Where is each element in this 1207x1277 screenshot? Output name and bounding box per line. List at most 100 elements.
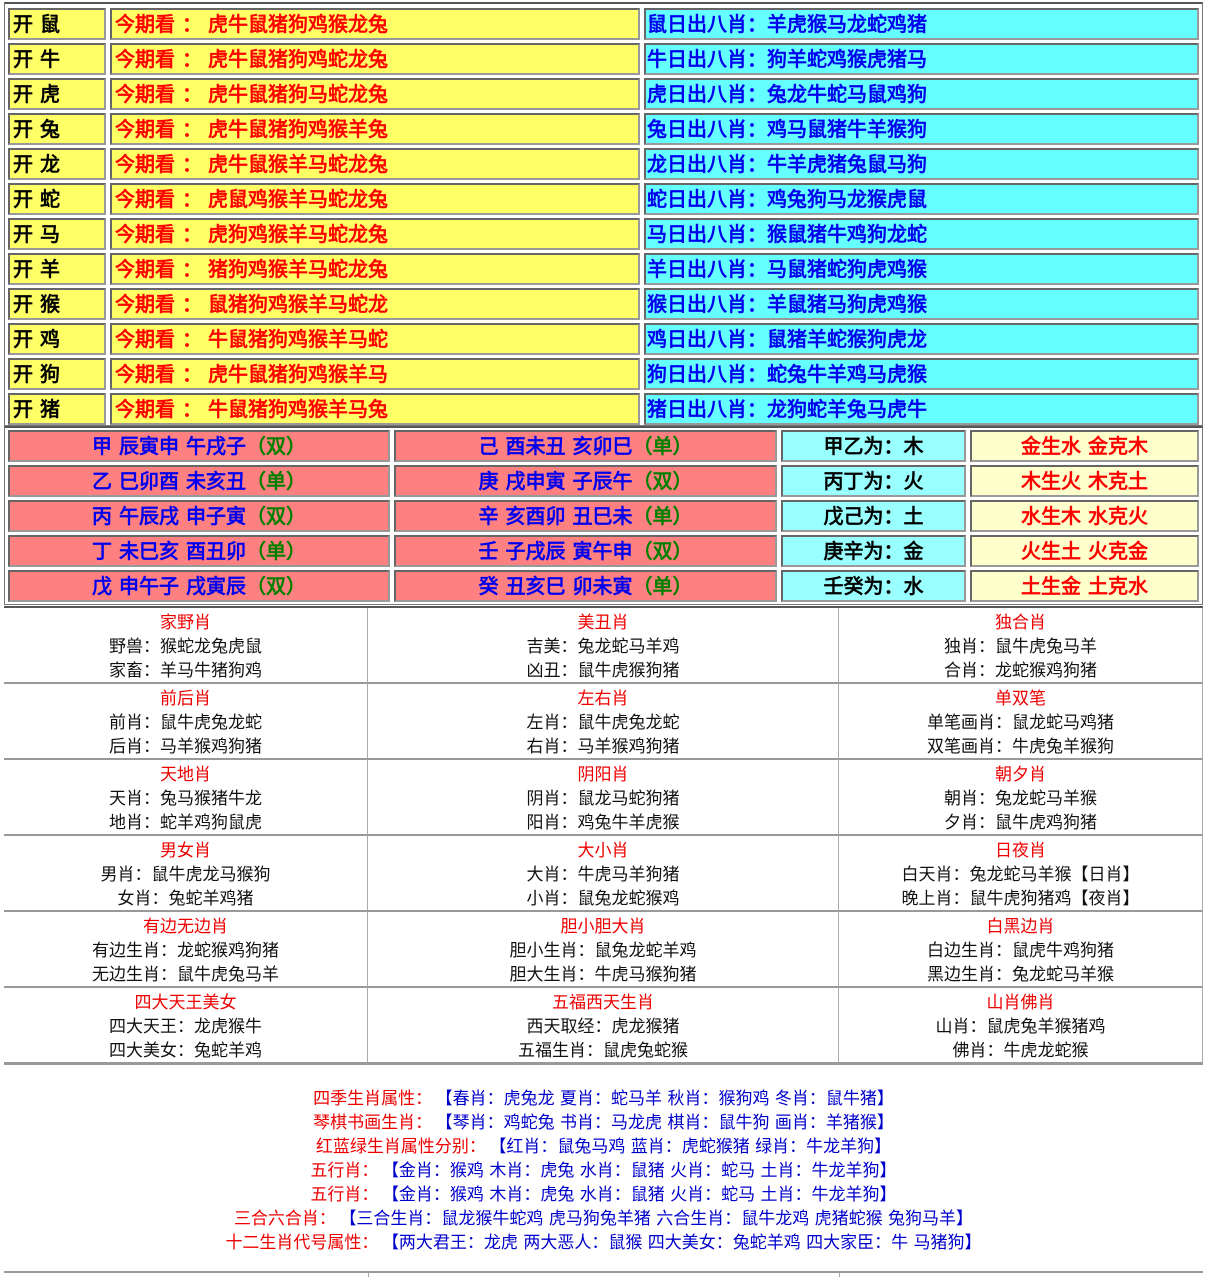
day-eight-cell: 狗日出八肖：蛇兔牛羊鸡马虎猴 (644, 358, 1199, 390)
stem-branch-text: 丁 未巳亥 酉丑卯 (92, 539, 246, 563)
stem-row: 丙 午辰戌 申子寅（双）辛 亥酉卯 丑巳未（单） 戊己为：土 水生木 水克火 (8, 500, 1199, 532)
picks-cell: 今期看 ：牛鼠猪狗鸡猴羊马兔 (110, 393, 640, 425)
kai-row: 开 兔今期看 ：虎牛鼠猪狗鸡猴羊兔 兔日出八肖：鸡马鼠猪牛羊猴狗 (8, 113, 1199, 145)
group-line: 天肖：兔马猴猪牛龙 (109, 789, 262, 809)
kai-row: 开 牛今期看 ：虎牛鼠猪狗鸡蛇龙兔 牛日出八肖：狗羊蛇鸡猴虎猪马 (8, 43, 1199, 75)
attribute-line: 红蓝绿生肖属性分别： 【红肖：鼠兔马鸡 蓝肖：虎蛇猴猪 绿肖：牛龙羊狗】 (4, 1135, 1203, 1159)
attribute-key: 十二生肖代号属性： (225, 1233, 379, 1253)
group-cell: 五福西天生肖 西天取经：虎龙猴猪 五福生肖：鼠虎兔蛇猴 (368, 988, 839, 1064)
parity-tag: （双） (245, 434, 306, 458)
kai-row: 开 猴今期看 ：鼠猪狗鸡猴羊马蛇龙 猴日出八肖：羊鼠猪马狗虎鸡猴 (8, 288, 1199, 320)
generation-cell: 火生土 火克金 (970, 535, 1199, 567)
element-cell: 庚辛为：金 (781, 535, 966, 567)
group-title: 有边无边肖 (143, 917, 228, 937)
parity-tag: （双） (632, 539, 693, 563)
picks-value: 虎牛鼠猪狗鸡蛇龙兔 (207, 47, 388, 71)
picks-value: 虎牛鼠猪狗鸡猴羊兔 (207, 117, 388, 141)
group-line: 后肖：马羊猴鸡狗猪 (109, 737, 262, 757)
picks-prefix: 今期看 ： (115, 152, 202, 176)
picks-prefix: 今期看 ： (115, 362, 202, 386)
group-line: 阳肖：鸡兔牛羊虎猴 (526, 813, 680, 833)
group-line: 家畜：羊马牛猪狗鸡 (109, 661, 262, 681)
group-line: 阴肖：鼠龙马蛇狗猪 (526, 789, 680, 809)
group-line: 吉美：兔龙蛇马羊鸡 (526, 637, 680, 657)
day-eight-cell: 蛇日出八肖：鸡兔狗马龙猴虎鼠 (644, 183, 1199, 215)
group-cell: 胆小胆大肖 胆小生肖：鼠兔龙蛇羊鸡 胆大生肖：牛虎马猴狗猪 (368, 912, 839, 988)
attribute-line: 三合六合肖： 【三合生肖：鼠龙猴牛蛇鸡 虎马狗兔羊猪 六合生肖：鼠牛龙鸡 虎猪蛇猴… (4, 1207, 1203, 1231)
open-zodiac-cell: 开 虎 (8, 78, 106, 110)
stem-branch-cell: 癸 丑亥巳 卯未寅（单） (394, 570, 777, 602)
group-line: 五福生肖：鼠虎兔蛇猴 (518, 1041, 688, 1061)
group-title: 四大天王美女 (134, 993, 237, 1013)
kai-row: 开 羊今期看 ：猪狗鸡猴羊马蛇龙兔 羊日出八肖：马鼠猪蛇狗虎鸡猴 (8, 253, 1199, 285)
picks-prefix: 今期看 ： (115, 222, 202, 246)
group-line: 双笔画肖：牛虎兔羊猴狗 (927, 737, 1114, 757)
parity-tag: （单） (632, 574, 693, 598)
day-eight-cell: 牛日出八肖：狗羊蛇鸡猴虎猪马 (644, 43, 1199, 75)
group-cell: 天地肖 天肖：兔马猴猪牛龙 地肖：蛇羊鸡狗鼠虎 (4, 760, 368, 836)
stem-branch-text: 庚 戌申寅 子辰午 (478, 469, 633, 493)
picks-cell: 今期看 ：虎牛鼠猪狗马蛇龙兔 (110, 78, 640, 110)
open-zodiac-cell: 开 蛇 (8, 183, 106, 215)
group-line: 地肖：蛇羊鸡狗鼠虎 (109, 813, 262, 833)
group-cell: 四大天王美女 四大天王：龙虎猴牛 四大美女：兔蛇羊鸡 (4, 988, 368, 1064)
group-cell: 独合肖 独肖：鼠牛虎兔马羊 合肖：龙蛇猴鸡狗猪 (839, 608, 1203, 684)
group-cell: 美丑肖 吉美：兔龙蛇马羊鸡 凶丑：鼠牛虎猴狗猪 (368, 608, 839, 684)
stem-branch-text: 乙 巳卯酉 未亥丑 (92, 469, 246, 493)
open-zodiac-cell: 开 马 (8, 218, 106, 250)
kai-row: 开 鸡今期看 ：牛鼠猪狗鸡猴羊马蛇 鸡日出八肖：鼠猪羊蛇猴狗虎龙 (8, 323, 1199, 355)
attribute-value: 【红肖：鼠兔马鸡 蓝肖：虎蛇猴猪 绿肖：牛龙羊狗】 (497, 1137, 892, 1157)
picks-prefix: 今期看 ： (115, 12, 202, 36)
picks-prefix: 今期看 ： (115, 117, 202, 141)
group-title: 左右肖 (577, 689, 629, 709)
picks-cell: 今期看 ：鼠猪狗鸡猴羊马蛇龙 (110, 288, 640, 320)
group-title: 前后肖 (160, 689, 211, 709)
parity-tag: （单） (245, 539, 306, 563)
group-cell: 单双笔 单笔画肖：鼠龙蛇马鸡猪 双笔画肖：牛虎兔羊猴狗 (839, 684, 1203, 760)
day-eight-cell: 龙日出八肖：牛羊虎猪兔鼠马狗 (644, 148, 1199, 180)
group-line: 大肖：牛虎马羊狗猪 (526, 865, 680, 885)
attribute-key: 四季生肖属性： (313, 1089, 433, 1109)
stem-branch-cell: 戊 申午子 戌寅辰（双） (8, 570, 390, 602)
stem-row: 乙 巳卯酉 未亥丑（单）庚 戌申寅 子辰午（双） 丙丁为：火 木生火 木克土 (8, 465, 1199, 497)
generation-cell: 土生金 土克水 (970, 570, 1199, 602)
open-zodiac-cell: 开 鸡 (8, 323, 106, 355)
group-title: 家野肖 (160, 613, 211, 633)
stem-row: 丁 未巳亥 酉丑卯（单）壬 子戌辰 寅午申（双） 庚辛为：金 火生土 火克金 (8, 535, 1199, 567)
group-cell: 日夜肖 白天肖：兔龙蛇马羊猴【日肖】 晚上肖：鼠牛虎狗猪鸡【夜肖】 (839, 836, 1203, 912)
day-eight-cell: 羊日出八肖：马鼠猪蛇狗虎鸡猴 (644, 253, 1199, 285)
parity-tag: （双） (245, 574, 306, 598)
kai-row: 开 虎今期看 ：虎牛鼠猪狗马蛇龙兔 虎日出八肖：兔龙牛蛇马鼠鸡狗 (8, 78, 1199, 110)
open-zodiac-cell: 开 牛 (8, 43, 106, 75)
stem-branch-text: 癸 丑亥巳 卯未寅 (478, 574, 633, 598)
picks-cell: 今期看 ：虎牛鼠猪狗鸡蛇龙兔 (110, 43, 640, 75)
stem-branch-cell: 辛 亥酉卯 丑巳未（单） (394, 500, 777, 532)
kai-row: 开 蛇今期看 ：虎鼠鸡猴羊马蛇龙兔 蛇日出八肖：鸡兔狗马龙猴虎鼠 (8, 183, 1199, 215)
attribute-key: 五行肖： (310, 1161, 379, 1181)
stem-row: 甲 辰寅申 午戌子（双）己 酉未丑 亥卯巳（单） 甲乙为：木 金生水 金克木 (8, 430, 1199, 462)
picks-prefix: 今期看 ： (115, 397, 202, 421)
group-title: 阴阳肖 (577, 765, 629, 785)
kai-row: 开 猪今期看 ：牛鼠猪狗鸡猴羊马兔 猪日出八肖：龙狗蛇羊兔马虎牛 (8, 393, 1199, 425)
picks-cell: 今期看 ：虎狗鸡猴羊马蛇龙兔 (110, 218, 640, 250)
picks-value: 鼠猪狗鸡猴羊马蛇龙 (207, 292, 388, 316)
open-zodiac-cell: 开 兔 (8, 113, 106, 145)
picks-cell: 今期看 ：虎牛鼠猪狗鸡猴羊兔 (110, 113, 640, 145)
day-eight-cell: 鸡日出八肖：鼠猪羊蛇猴狗虎龙 (644, 323, 1199, 355)
attribute-value: 【琴肖：鸡蛇兔 书肖：马龙虎 棋肖：鼠牛狗 画肖：羊猪猴】 (444, 1113, 894, 1133)
stem-branch-text: 丙 午辰戌 申子寅 (92, 504, 246, 528)
picks-prefix: 今期看 ： (115, 327, 202, 351)
picks-prefix: 今期看 ： (115, 187, 202, 211)
element-cell: 戊己为：土 (781, 500, 966, 532)
zodiac-attributes: 四季生肖属性： 【春肖：虎兔龙 夏肖：蛇马羊 秋肖：猴狗鸡 冬肖：鼠牛猪】 琴棋书画… (4, 1063, 1203, 1273)
attribute-line: 五行肖： 【金肖：猴鸡 木肖：虎兔 水肖：鼠猪 火肖：蛇马 土肖：牛龙羊狗】 (4, 1183, 1203, 1207)
attribute-key: 琴棋书画生肖： (313, 1113, 433, 1133)
picks-cell: 今期看 ：虎牛鼠猪狗鸡猴龙兔 (110, 8, 640, 40)
group-title: 山肖佛肖 (986, 993, 1055, 1013)
day-eight-cell: 猪日出八肖：龙狗蛇羊兔马虎牛 (644, 393, 1199, 425)
group-line: 四大美女：兔蛇羊鸡 (109, 1041, 262, 1061)
day-eight-cell: 猴日出八肖：羊鼠猪马狗虎鸡猴 (644, 288, 1199, 320)
picks-value: 牛鼠猪狗鸡猴羊马兔 (207, 397, 388, 421)
group-cell: 左右肖 左肖：鼠牛虎兔龙蛇 右肖：马羊猴鸡狗猪 (368, 684, 839, 760)
attribute-value: 【三合生肖：鼠龙猴牛蛇鸡 虎马狗兔羊猪 六合生肖：鼠牛龙鸡 虎猪蛇猴 兔狗马羊】 (347, 1209, 974, 1229)
